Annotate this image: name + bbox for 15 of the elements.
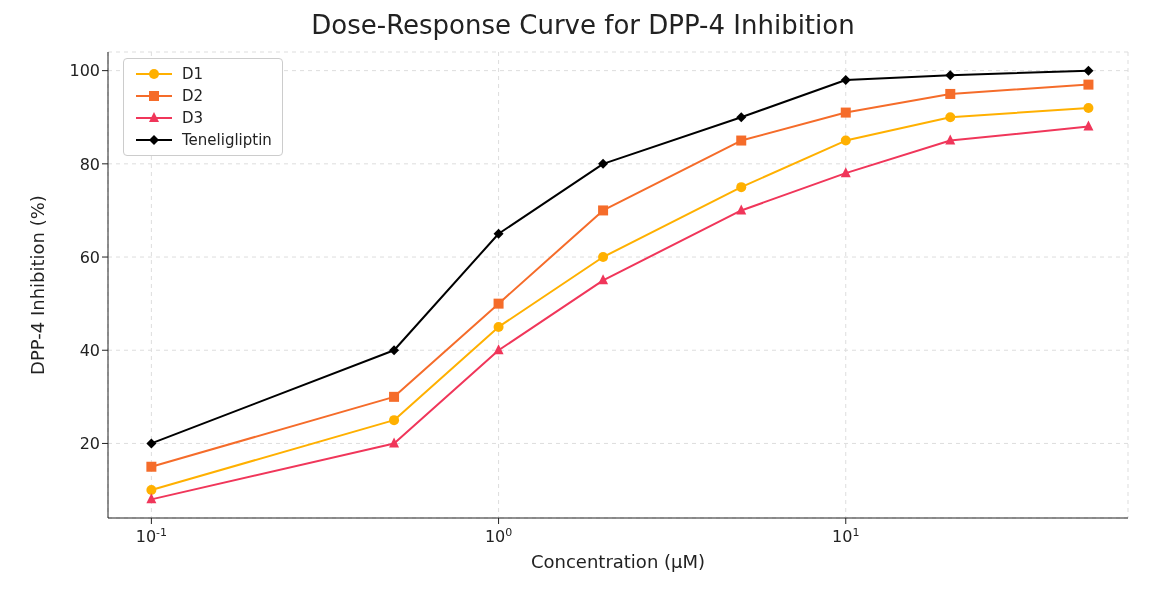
legend-label: D2 [182,87,204,105]
chart-title: Dose-Response Curve for DPP-4 Inhibition [310,9,856,42]
x-tick-label: 10$^{-1}$ [135,525,168,546]
legend-label: Teneligliptin [182,131,272,149]
y-tick-label: 20 [79,434,100,454]
x-tick-label: 10$^{0}$ [484,525,513,546]
legend-label: D3 [182,109,204,127]
legend-label: D1 [182,65,204,83]
y-tick-label: 100 [69,61,100,81]
x-axis-title: Concentration (μM) [530,551,706,572]
y-tick-label: 80 [79,154,100,174]
y-tick-label: 40 [79,340,100,360]
y-axis-title: DPP-4 Inhibition (%) [27,195,49,375]
x-tick-label: 10$^{1}$ [832,525,860,546]
y-tick-label: 60 [79,247,100,267]
